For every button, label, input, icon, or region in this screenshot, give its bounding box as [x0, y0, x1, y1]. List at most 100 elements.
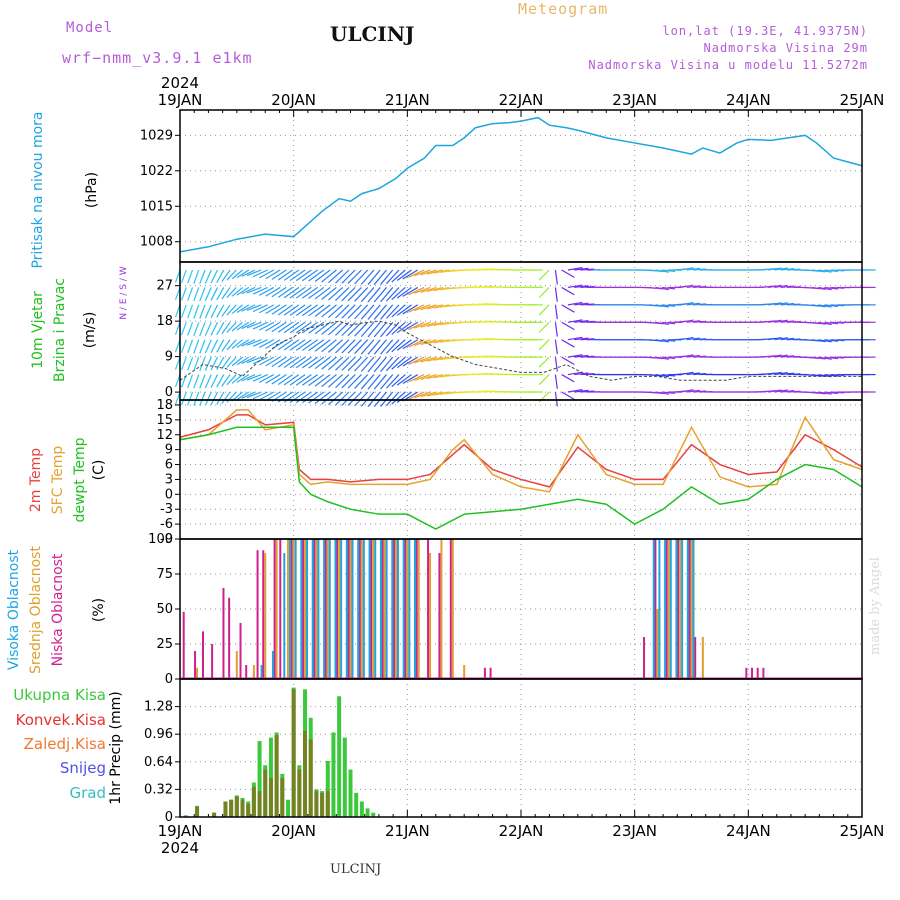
wind-barb — [818, 356, 832, 360]
model-label: Model — [66, 20, 114, 36]
precip-total-bar — [365, 808, 370, 817]
precip-total-bar — [337, 696, 342, 817]
precip-convective-bar — [314, 791, 319, 817]
wind-barb — [567, 319, 583, 323]
wind-barb — [210, 287, 219, 301]
wind-barb — [259, 356, 275, 366]
wind-barb — [271, 286, 287, 298]
wind-speed-line — [179, 320, 862, 381]
wind-barb — [328, 374, 344, 388]
wind-barb — [174, 269, 181, 283]
wind-barb — [385, 287, 400, 302]
wind-barb — [187, 304, 194, 319]
wind-barb — [328, 269, 344, 284]
credit-label: made by Angel — [868, 557, 883, 655]
wind-barb — [246, 321, 262, 329]
y-tick-label: 18 — [156, 398, 173, 413]
pressure-axis-unit: (hPa) — [84, 172, 100, 208]
wind-barb — [328, 304, 344, 318]
wind-barb — [252, 374, 268, 382]
time-label-top: 21JAN — [385, 91, 430, 109]
wind-barb — [408, 374, 425, 383]
wind-barb — [554, 391, 558, 407]
wind-barb — [181, 339, 187, 353]
sfc-axis-title: SFC Temp — [50, 446, 66, 515]
wind-barb — [561, 321, 575, 331]
wind-barb — [811, 304, 826, 308]
wind-barb — [402, 286, 419, 297]
wind-axis-title-1: 10m Vjetar — [30, 291, 46, 369]
wind-barb — [321, 391, 337, 405]
wind-barb — [289, 339, 306, 351]
wind-barb — [321, 304, 337, 318]
wind-barb — [283, 356, 300, 368]
wind-barb — [391, 339, 406, 353]
wind-barb — [561, 304, 575, 313]
wind-barb — [824, 286, 839, 290]
wind-barb — [686, 302, 700, 306]
wind-barb — [554, 304, 558, 320]
wind-barb — [301, 374, 318, 386]
wind-barb — [181, 391, 187, 406]
precip-convective-bar — [291, 689, 296, 817]
wind-barb — [347, 269, 362, 284]
cloud-high-title: Visoka Oblacnost — [6, 549, 22, 670]
time-label-top: 23JAN — [612, 91, 657, 109]
wind-barb — [768, 389, 782, 393]
wind-barb — [354, 356, 369, 372]
wind-barb — [231, 356, 243, 367]
wind-barb — [193, 374, 200, 389]
wind-barb — [301, 269, 318, 282]
wind-barb — [661, 391, 676, 395]
wind-barb — [210, 374, 219, 388]
wind-barb — [354, 391, 369, 407]
wind-barb — [289, 356, 306, 369]
wind-barb — [768, 371, 782, 376]
wind-barb — [295, 356, 312, 369]
wind-barb — [216, 287, 225, 301]
y-tick-label: 1015 — [140, 199, 173, 214]
wind-barb — [574, 285, 589, 289]
temp-sfc-line — [179, 409, 863, 493]
wind-barb — [396, 339, 412, 351]
wind-barb — [427, 373, 443, 380]
wind-barb — [538, 287, 550, 298]
wind-barb — [661, 356, 676, 360]
wind-barb — [199, 287, 206, 302]
wind-barb — [204, 374, 212, 389]
wind-barb — [824, 321, 839, 325]
wind-barb — [328, 391, 344, 406]
wind-barb — [236, 356, 250, 366]
wind-barb — [414, 269, 431, 277]
time-label-top: 22JAN — [499, 91, 544, 109]
wind-barb — [380, 339, 394, 355]
wind-barb — [367, 374, 381, 390]
lonlat-label: lon,lat (19.3E, 41.9375N) — [662, 24, 868, 38]
wind-barb — [680, 284, 694, 289]
wind-barb — [231, 304, 243, 315]
wind-barb — [824, 356, 839, 360]
wind-barb — [289, 391, 306, 404]
wind-barb — [396, 321, 412, 334]
wind-barb — [347, 287, 362, 302]
wind-barb — [354, 339, 369, 355]
wind-barb — [335, 304, 350, 319]
precip-total-bar — [371, 812, 376, 817]
wind-barb — [655, 373, 670, 378]
wind-barb — [231, 286, 243, 297]
wind-barb — [414, 321, 431, 329]
wind-barb — [391, 391, 406, 405]
wind-barb — [314, 356, 331, 370]
wind-barb — [283, 339, 300, 351]
wind-barb — [655, 391, 670, 395]
precip-convective-bar — [229, 799, 234, 817]
wind-barb — [360, 304, 375, 320]
pressure-line — [179, 116, 863, 253]
wind-barb — [380, 304, 394, 320]
wind-barb — [574, 389, 589, 393]
wind-barb — [193, 304, 200, 319]
wind-barb — [193, 356, 200, 371]
wind-barb — [259, 374, 275, 383]
wind-barb — [380, 374, 394, 390]
wind-barb — [221, 287, 231, 300]
